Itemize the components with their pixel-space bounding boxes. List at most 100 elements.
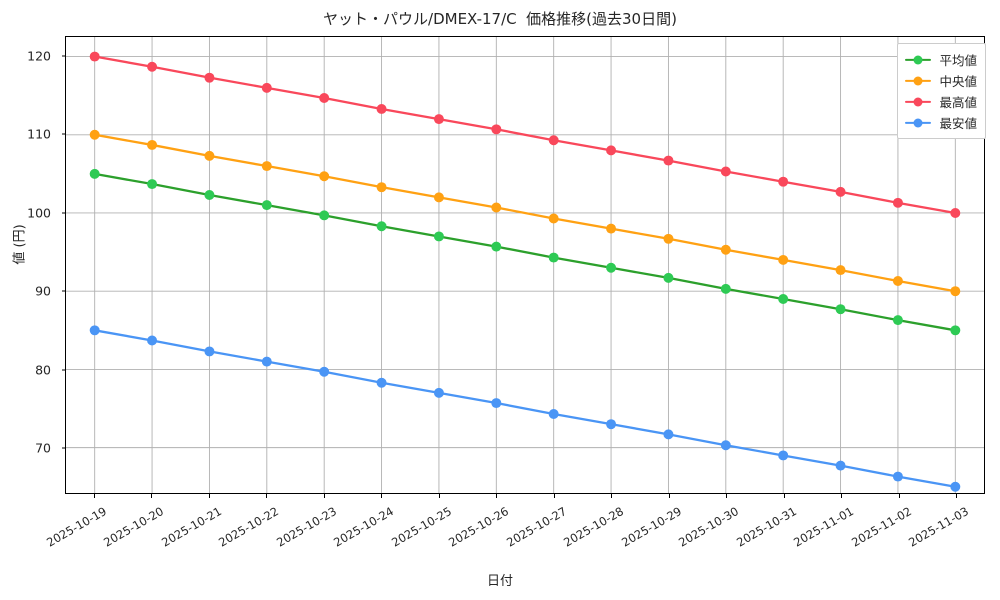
x-tick-mark <box>956 494 958 498</box>
data-point <box>892 276 903 287</box>
y-tick-label: 70 <box>35 440 51 456</box>
y-tick-label: 80 <box>35 362 51 378</box>
data-point <box>835 265 846 276</box>
data-point <box>319 171 330 182</box>
series-line-2 <box>93 55 957 215</box>
x-axis-label: 日付 <box>486 574 513 589</box>
legend-label: 最高値 <box>939 95 977 110</box>
data-point <box>204 346 215 357</box>
data-point <box>491 241 502 252</box>
chart-title: ヤット・パウル/DMEX-17/C 価格推移(過去30日間) <box>323 10 677 28</box>
data-point <box>950 286 961 297</box>
data-point <box>778 450 789 461</box>
data-point <box>720 440 731 451</box>
data-point <box>950 208 961 218</box>
data-point <box>720 244 731 255</box>
x-tick-mark <box>898 494 900 498</box>
x-tick-label: 2025-11-02 <box>848 504 914 550</box>
x-tick-mark <box>611 494 613 498</box>
data-point <box>376 221 387 232</box>
x-tick-mark <box>438 494 440 498</box>
data-point <box>778 254 789 265</box>
data-point <box>147 61 158 72</box>
x-tick-mark <box>266 494 268 498</box>
data-point <box>778 176 789 187</box>
x-tick-mark <box>783 494 785 498</box>
data-point <box>491 124 502 135</box>
data-point <box>147 139 158 150</box>
x-tick-mark <box>553 494 555 498</box>
legend-item-3[interactable]: 最安値 <box>905 112 977 133</box>
legend-label: 最安値 <box>939 116 977 131</box>
data-point <box>663 155 674 166</box>
x-tick-label: 2025-10-20 <box>101 504 167 550</box>
data-point <box>835 460 846 471</box>
y-tick-mark <box>62 369 66 371</box>
data-point <box>89 325 100 336</box>
series-lines <box>89 51 961 492</box>
data-point <box>204 190 215 200</box>
data-point <box>663 233 674 244</box>
data-point <box>89 129 100 140</box>
x-tick-label: 2025-11-03 <box>906 504 972 550</box>
data-point <box>835 186 846 197</box>
y-tick-label: 100 <box>27 205 51 221</box>
data-point <box>261 356 272 367</box>
y-tick-mark <box>62 290 66 292</box>
x-tick-label: 2025-10-31 <box>733 504 799 550</box>
data-point <box>261 82 272 93</box>
legend-item-2[interactable]: 最高値 <box>905 91 977 112</box>
data-point <box>433 192 444 203</box>
y-axis-tick-labels: 70 80 90 100 110 120 <box>0 36 66 494</box>
x-tick-mark <box>323 494 325 498</box>
data-point <box>778 294 789 305</box>
x-tick-label: 2025-10-28 <box>561 504 627 550</box>
x-tick-mark <box>151 494 153 498</box>
x-tick-mark <box>208 494 210 498</box>
data-point <box>376 182 387 193</box>
data-point <box>89 51 100 62</box>
x-tick-label: 2025-10-30 <box>676 504 742 550</box>
data-point <box>606 223 617 234</box>
data-point <box>663 272 674 283</box>
data-point <box>606 262 617 273</box>
legend-swatch-icon <box>905 54 932 66</box>
data-point <box>261 200 272 211</box>
x-tick-label: 2025-10-27 <box>503 504 569 550</box>
data-point <box>491 398 502 409</box>
data-point <box>548 213 559 224</box>
data-point <box>720 283 731 294</box>
data-point <box>204 72 215 83</box>
y-axis-label: 値 (円) <box>12 224 28 265</box>
plot-area <box>65 36 985 494</box>
data-point <box>491 202 502 213</box>
y-tick-label: 120 <box>27 48 51 64</box>
data-point <box>147 179 158 190</box>
x-tick-mark <box>726 494 728 498</box>
x-tick-mark <box>668 494 670 498</box>
data-point <box>950 325 961 336</box>
data-point <box>606 419 617 430</box>
x-axis-tick-labels: 2025-10-19 2025-10-20 2025-10-21 2025-10-22… <box>44 494 985 574</box>
data-point <box>204 150 215 161</box>
x-tick-label: 2025-10-23 <box>273 504 339 550</box>
data-point <box>892 315 903 326</box>
legend-item-1[interactable]: 中央値 <box>905 70 977 91</box>
legend-swatch-icon <box>905 117 932 129</box>
x-tick-mark <box>841 494 843 498</box>
series-line-0 <box>93 172 957 332</box>
legend-item-0[interactable]: 平均値 <box>905 49 977 70</box>
data-point <box>147 335 158 346</box>
y-tick-mark <box>62 55 66 57</box>
y-tick-mark <box>62 447 66 449</box>
y-tick-mark <box>62 133 66 135</box>
x-tick-mark <box>381 494 383 498</box>
legend-swatch-icon <box>905 75 932 87</box>
data-point <box>950 481 961 492</box>
x-tick-label: 2025-10-25 <box>388 504 454 550</box>
data-point <box>376 377 387 388</box>
data-point <box>835 304 846 315</box>
data-point <box>548 135 559 146</box>
x-tick-label: 2025-10-21 <box>158 504 224 550</box>
legend-swatch-icon <box>905 96 932 108</box>
